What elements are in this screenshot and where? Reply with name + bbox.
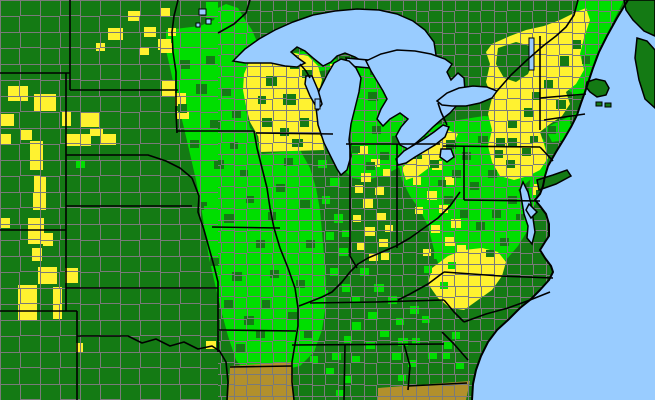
island-marthas-vineyard — [595, 101, 603, 107]
long-island — [536, 169, 573, 191]
lake-huron — [364, 49, 466, 150]
cape-cod — [585, 78, 610, 98]
mn-lake-2 — [205, 18, 212, 25]
border-niagara — [437, 102, 448, 126]
water-layer — [195, 0, 655, 400]
border-tx-ok-red-river — [77, 335, 219, 351]
border-il-in — [349, 144, 358, 269]
border-nj-ny — [539, 146, 554, 162]
lake-winnebago — [314, 98, 321, 110]
border-va-ky — [397, 271, 445, 301]
mn-lake-1 — [198, 8, 207, 16]
coastal-land-layer — [471, 0, 655, 400]
border-ky-tn — [309, 299, 445, 304]
border-sd-ne — [66, 154, 193, 179]
border-st-lawrence — [496, 0, 579, 92]
lake-ontario — [435, 85, 499, 107]
border-ma-ct — [543, 113, 586, 121]
lake-st-clair — [439, 148, 455, 163]
border-va-nc — [443, 271, 554, 279]
border-missouri-river-west — [191, 177, 219, 352]
border-ms-al — [343, 343, 346, 400]
border-mn-canada — [217, 0, 251, 34]
border-mn-west — [171, 0, 179, 134]
state-borders-layer — [0, 0, 587, 400]
county-grid-west — [0, 0, 218, 400]
border-mason-dixon — [463, 199, 541, 202]
border-pa-ny — [442, 145, 541, 148]
border-wi-mi — [299, 63, 311, 79]
atlantic-coastline — [471, 0, 629, 400]
border-mo-ar — [218, 329, 297, 332]
border-sc-ga — [441, 331, 469, 361]
border-tx-ar — [218, 349, 229, 400]
border-nc-sc — [463, 291, 551, 323]
new-brunswick — [623, 0, 655, 37]
border-ohio-river — [298, 191, 461, 307]
border-tn-nc — [443, 299, 465, 323]
atlantic-ocean — [472, 0, 655, 400]
delaware-bay — [525, 202, 539, 220]
border-al-ga — [403, 343, 411, 391]
border-ia-mo — [211, 226, 281, 229]
border-ga-fl — [407, 382, 468, 387]
nova-scotia — [634, 37, 655, 110]
border-mississippi-river — [253, 130, 299, 400]
mn-lake-3 — [195, 22, 201, 28]
border-ma-nh — [539, 93, 587, 99]
border-tn-south — [291, 343, 445, 346]
island-nantucket — [604, 102, 612, 108]
border-wi-il — [255, 132, 334, 135]
border-ar-la — [229, 365, 293, 368]
